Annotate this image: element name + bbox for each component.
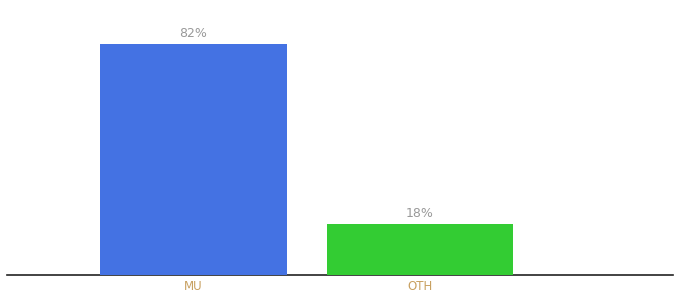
Text: 18%: 18% bbox=[406, 207, 434, 220]
Text: 82%: 82% bbox=[180, 27, 207, 40]
Bar bbox=[100, 44, 287, 274]
Bar bbox=[326, 224, 513, 274]
